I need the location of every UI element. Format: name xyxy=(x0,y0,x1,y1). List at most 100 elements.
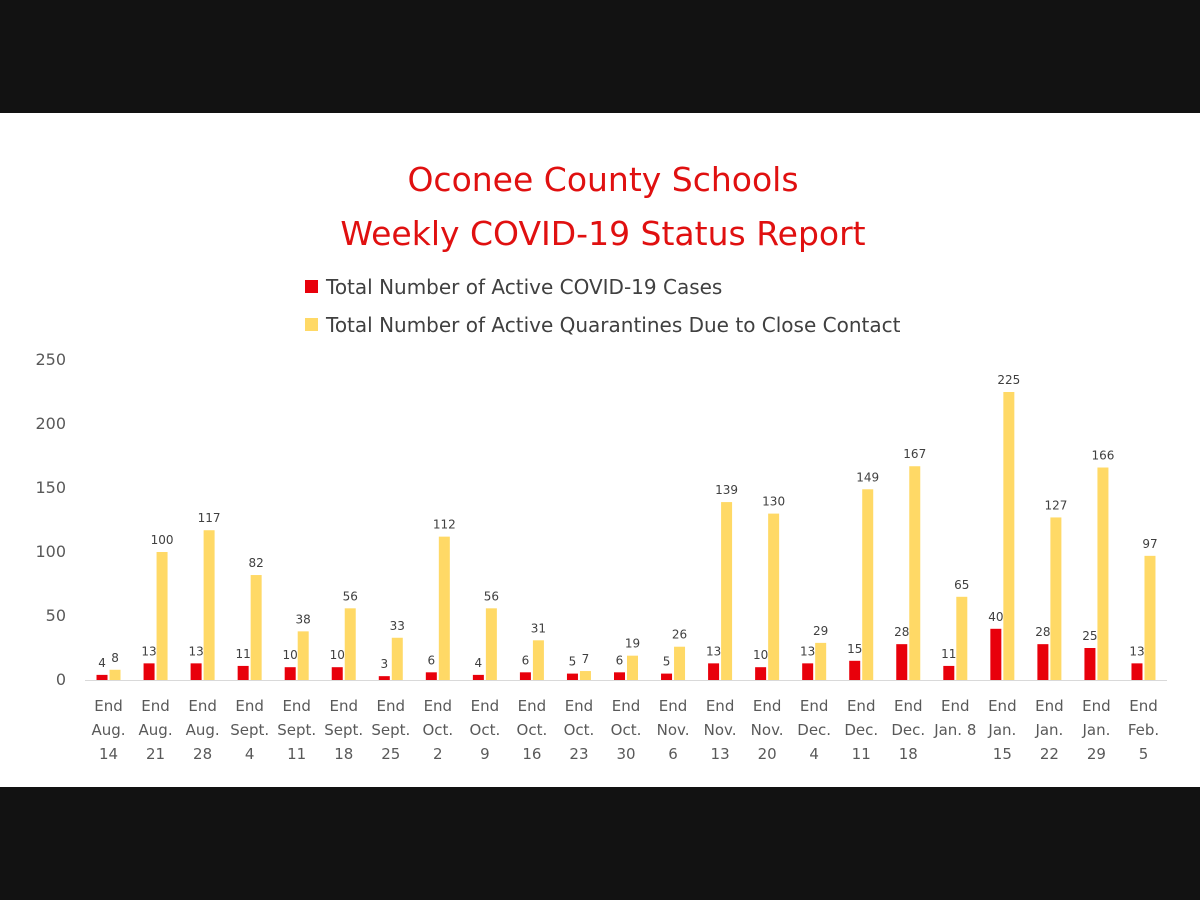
bar-quarantine xyxy=(1003,392,1015,680)
data-label-case: 4 xyxy=(475,656,483,670)
x-tick-label: End xyxy=(94,697,123,715)
chart-title-line-1: Oconee County Schools xyxy=(407,160,798,199)
chart-title-line-2: Weekly COVID-19 Status Report xyxy=(340,214,865,253)
x-tick-label: 4 xyxy=(809,745,819,763)
x-tick-label: End xyxy=(800,697,829,715)
x-tick-label: End xyxy=(753,697,782,715)
x-axis: End Aug. 14 End Aug. 21 End Aug. 28 End Sept. 4 End S… xyxy=(91,697,1159,763)
x-tick-label: End xyxy=(1035,697,1064,715)
y-axis: 0 50 100 150 200 250 xyxy=(35,350,1167,689)
bar-quarantine xyxy=(203,530,215,680)
y-tick-label: 250 xyxy=(35,350,66,369)
data-label-quarantine: 167 xyxy=(903,447,926,461)
bar-case xyxy=(284,667,296,680)
bar-quarantine xyxy=(909,466,921,680)
data-label-case: 11 xyxy=(236,647,251,661)
data-label-case: 10 xyxy=(330,648,345,662)
x-tick-label: Oct. xyxy=(564,721,595,739)
bars xyxy=(96,392,1156,680)
legend-label-cases: Total Number of Active COVID-19 Cases xyxy=(325,275,722,299)
x-tick-label: End xyxy=(188,697,217,715)
data-label-case: 6 xyxy=(428,653,436,667)
bar-case xyxy=(614,672,625,680)
bar-quarantine xyxy=(862,489,874,680)
y-tick-label: 50 xyxy=(46,606,66,625)
x-tick-label: 15 xyxy=(993,745,1012,763)
x-tick-label: End xyxy=(471,697,500,715)
x-tick-label: Sept. xyxy=(230,721,269,739)
data-label-quarantine: 97 xyxy=(1142,537,1157,551)
data-label-case: 4 xyxy=(98,656,106,670)
x-tick-label: 2 xyxy=(433,745,443,763)
x-tick-label: Sept. xyxy=(324,721,363,739)
bar-quarantine xyxy=(1097,467,1109,680)
x-tick-label: 13 xyxy=(711,745,730,763)
data-label-quarantine: 19 xyxy=(625,637,640,651)
data-label-quarantine: 225 xyxy=(997,373,1020,387)
x-tick-label: 22 xyxy=(1040,745,1059,763)
data-label-case: 28 xyxy=(1035,625,1050,639)
y-tick-label: 150 xyxy=(35,478,66,497)
x-tick-label: 18 xyxy=(899,745,918,763)
bar-case xyxy=(708,663,720,680)
x-tick-label: Jan. xyxy=(1081,721,1110,739)
x-tick-label: 11 xyxy=(852,745,871,763)
x-tick-label: End xyxy=(424,697,453,715)
bar-case xyxy=(943,665,955,680)
x-tick-label: 9 xyxy=(480,745,490,763)
bar-case xyxy=(849,660,861,680)
data-label-quarantine: 33 xyxy=(390,619,405,633)
x-tick-label: 14 xyxy=(99,745,118,763)
data-label-quarantine: 31 xyxy=(531,621,546,635)
x-tick-label: 30 xyxy=(616,745,635,763)
legend-label-quarantines: Total Number of Active Quarantines Due t… xyxy=(325,313,901,337)
data-label-case: 13 xyxy=(800,644,815,658)
x-tick-label: 28 xyxy=(193,745,212,763)
bar-quarantine xyxy=(815,642,827,680)
bar-case xyxy=(1037,644,1049,680)
x-tick-label: End xyxy=(235,697,264,715)
data-label-case: 6 xyxy=(522,653,530,667)
x-tick-label: 4 xyxy=(245,745,255,763)
data-label-quarantine: 117 xyxy=(198,511,221,525)
x-tick-label: Jan. xyxy=(1034,721,1063,739)
x-tick-label: End xyxy=(518,697,547,715)
x-tick-label: End xyxy=(941,697,970,715)
x-tick-label: 29 xyxy=(1087,745,1106,763)
x-tick-label: Feb. xyxy=(1128,721,1159,739)
data-label-case: 6 xyxy=(616,653,624,667)
x-tick-label: Jan. 8 xyxy=(933,721,976,739)
x-tick-label: Dec. xyxy=(797,721,831,739)
data-label-case: 10 xyxy=(283,648,298,662)
x-tick-label: 18 xyxy=(334,745,353,763)
x-tick-label: End xyxy=(988,697,1017,715)
x-tick-label: Oct. xyxy=(611,721,642,739)
data-label-case: 3 xyxy=(380,657,388,671)
data-label-case: 13 xyxy=(1129,644,1144,658)
x-tick-label: Sept. xyxy=(277,721,316,739)
data-label-quarantine: 7 xyxy=(582,652,590,666)
bar-quarantine xyxy=(438,536,450,680)
bar-quarantine xyxy=(627,655,638,680)
bar-quarantine xyxy=(768,513,780,680)
x-tick-label: 23 xyxy=(569,745,588,763)
bar-quarantine xyxy=(485,608,497,680)
x-tick-label: Aug. xyxy=(186,721,220,739)
x-tick-label: End xyxy=(377,697,406,715)
data-label-quarantine: 127 xyxy=(1044,498,1067,512)
x-tick-label: 11 xyxy=(287,745,306,763)
data-label-case: 40 xyxy=(988,610,1003,624)
bar-case xyxy=(472,674,484,680)
data-label-case: 5 xyxy=(663,655,671,669)
data-label-quarantine: 8 xyxy=(111,651,119,665)
x-tick-label: 6 xyxy=(668,745,678,763)
data-label-quarantine: 65 xyxy=(954,578,969,592)
bar-case xyxy=(96,674,108,680)
y-tick-label: 100 xyxy=(35,542,66,561)
data-label-quarantine: 149 xyxy=(856,470,879,484)
x-tick-label: 25 xyxy=(381,745,400,763)
bar-quarantine xyxy=(250,575,262,680)
chart-frame: Oconee County Schools Weekly COVID-19 St… xyxy=(0,113,1200,787)
bar-quarantine xyxy=(579,671,591,680)
